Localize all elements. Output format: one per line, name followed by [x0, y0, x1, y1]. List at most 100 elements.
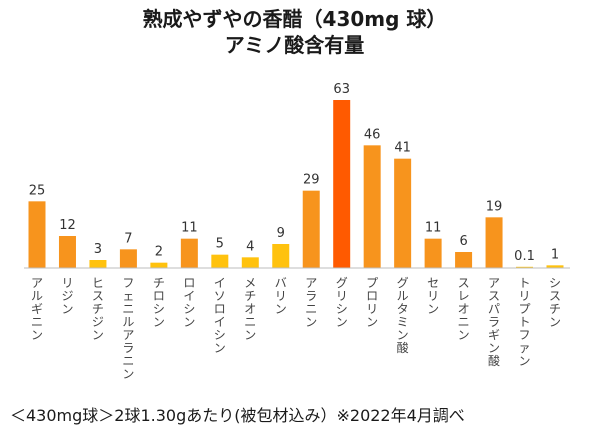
bar-4 [150, 262, 168, 268]
value-label-6: 5 [216, 237, 224, 252]
category-label-char: ン [458, 328, 470, 342]
category-label-char: ニ [122, 354, 134, 368]
category-label-char: 酸 [488, 353, 500, 368]
bar-6 [211, 254, 229, 268]
category-label-5: ロイシン [183, 276, 195, 329]
category-label-char: ロ [366, 289, 378, 303]
category-label-6: イソロイシン [214, 276, 226, 355]
category-label-char: グ [336, 276, 348, 290]
category-label-2: ヒスチジン [92, 276, 104, 342]
category-label-char: イ [183, 289, 195, 303]
category-label-char: ン [549, 315, 561, 329]
category-label-char: リ [519, 289, 531, 303]
category-label-char: チ [549, 302, 561, 316]
value-label-11: 46 [364, 127, 381, 142]
category-label-4: チロシン [153, 276, 165, 329]
category-label-char: ン [336, 315, 348, 329]
category-label-char: ミ [397, 315, 409, 329]
value-label-14: 6 [459, 234, 467, 249]
category-label-char: シ [153, 302, 165, 316]
bar-16 [516, 266, 534, 268]
chart-title-line-2: アミノ酸含有量 [224, 33, 365, 57]
category-label-12: グルタミン酸 [397, 276, 409, 355]
bar-3 [119, 249, 137, 268]
category-label-0: アルギニン [31, 276, 43, 342]
category-label-char: ト [519, 315, 531, 329]
category-label-char: タ [397, 302, 409, 316]
category-label-char: シ [214, 328, 226, 342]
category-label-char: ン [488, 341, 500, 355]
category-label-char: ラ [305, 289, 317, 303]
category-label-char: ア [31, 276, 43, 290]
bar-17 [546, 265, 564, 268]
category-label-char: ン [183, 315, 195, 329]
category-label-char: イ [214, 276, 226, 290]
category-label-char: リ [275, 289, 287, 303]
category-label-char: ル [31, 289, 43, 303]
category-label-char: ニ [122, 302, 134, 316]
category-label-char: パ [488, 302, 500, 316]
bar-7 [241, 257, 259, 268]
bar-11 [363, 145, 381, 268]
value-labels-group: 25 12 3 7 2 11 5 4 9 29 63 46 41 11 6 19 0.1 1 [29, 82, 559, 264]
category-label-char: ル [122, 315, 134, 329]
bar-9 [302, 190, 320, 268]
category-label-char: チ [244, 289, 256, 303]
category-label-char: ジ [61, 289, 73, 303]
category-label-char: ア [122, 328, 134, 342]
bar-15 [485, 217, 503, 268]
category-label-char: 酸 [397, 340, 409, 355]
category-label-char: バ [275, 276, 287, 290]
category-label-char: リ [366, 302, 378, 316]
category-label-char: リ [336, 289, 348, 303]
value-label-1: 12 [59, 218, 76, 233]
chart-title: 熟成やずやの香醋（430mg 球） アミノ酸含有量 [0, 6, 589, 58]
category-label-char: ア [488, 276, 500, 290]
value-label-4: 2 [155, 245, 163, 260]
category-label-char: ン [61, 302, 73, 316]
category-label-char: ン [122, 367, 134, 381]
category-label-char: メ [244, 276, 256, 290]
category-label-char: グ [397, 276, 409, 290]
value-label-8: 9 [277, 226, 285, 241]
category-label-char: ン [31, 328, 43, 342]
category-label-char: ス [458, 276, 470, 290]
bar-2 [89, 260, 107, 268]
category-label-char: ス [92, 289, 104, 303]
category-label-char: フ [122, 276, 134, 290]
value-label-13: 11 [425, 221, 442, 236]
category-label-1: リジン [61, 276, 73, 316]
bar-13 [424, 238, 442, 268]
category-label-char: ギ [488, 328, 500, 342]
category-label-char: ニ [458, 315, 470, 329]
category-label-char: イ [214, 315, 226, 329]
category-label-char: チ [92, 302, 104, 316]
category-label-char: プ [519, 302, 531, 316]
value-label-12: 41 [394, 141, 411, 156]
category-label-char: ス [549, 289, 561, 303]
category-label-10: グリシン [336, 276, 348, 329]
value-label-15: 19 [486, 199, 503, 214]
footnote: ＜430mg球＞2球1.30gあたり(被包材込み）※2022年4月調べ [10, 406, 465, 425]
bar-14 [455, 252, 473, 268]
category-label-char: ン [153, 315, 165, 329]
bar-10 [333, 100, 351, 268]
category-label-char: ラ [122, 341, 134, 355]
category-label-char: オ [244, 302, 256, 316]
category-label-char: ァ [519, 341, 531, 355]
category-label-char: レ [458, 289, 470, 303]
category-label-char: ル [397, 289, 409, 303]
category-label-char: ン [214, 341, 226, 355]
value-label-5: 11 [181, 221, 198, 236]
category-label-char: ニ [244, 315, 256, 329]
value-label-7: 4 [246, 239, 254, 254]
category-label-char: ン [244, 328, 256, 342]
category-label-char: リ [427, 289, 439, 303]
bar-8 [272, 244, 290, 268]
category-label-char: ン [519, 354, 531, 368]
category-label-char: シ [183, 302, 195, 316]
category-label-char: ェ [122, 289, 134, 303]
bars-group [28, 100, 564, 268]
category-label-char: ン [427, 302, 439, 316]
category-label-char: ン [92, 328, 104, 342]
